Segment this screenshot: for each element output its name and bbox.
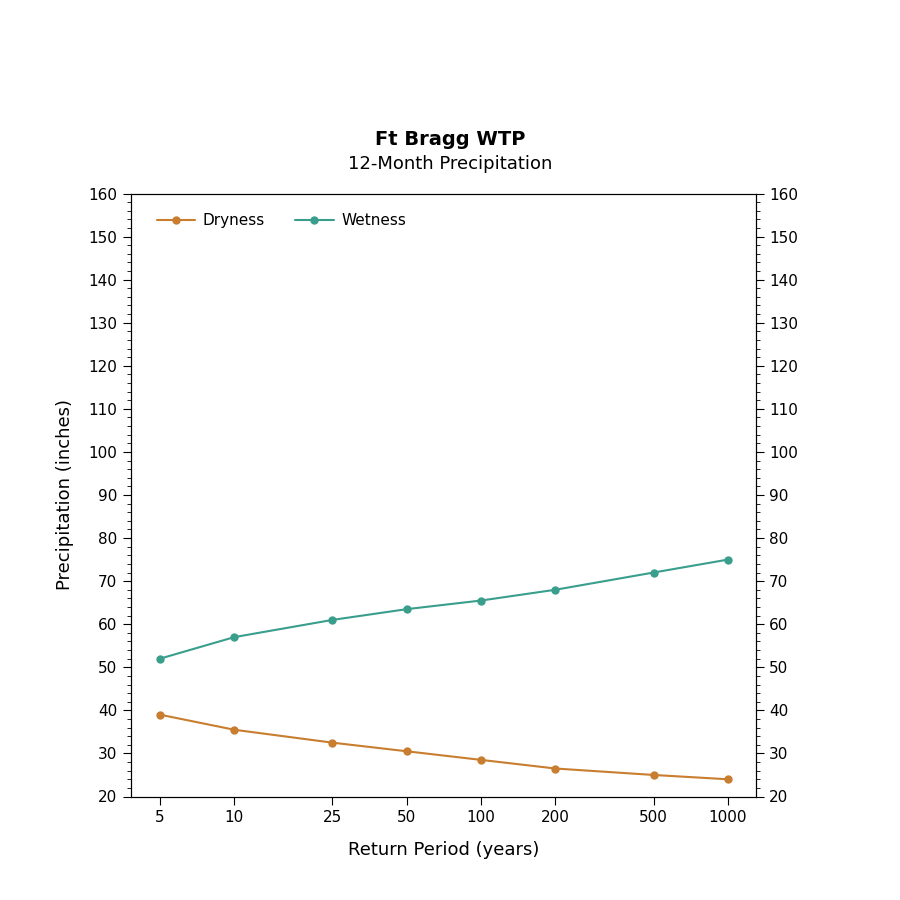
- Wetness: [155, 653, 166, 664]
- Wetness: [229, 632, 239, 643]
- Y-axis label: Precipitation (inches): Precipitation (inches): [57, 400, 75, 590]
- Dryness: [475, 754, 486, 765]
- Wetness: [648, 567, 659, 578]
- Text: 12-Month Precipitation: 12-Month Precipitation: [347, 155, 553, 173]
- Wetness: [475, 595, 486, 606]
- Dryness: [229, 724, 239, 735]
- Dryness: [155, 709, 166, 720]
- Dryness: [401, 746, 412, 757]
- Dryness: [550, 763, 561, 774]
- Dryness: [648, 770, 659, 780]
- Dryness: [723, 774, 734, 785]
- Line: Dryness: Dryness: [157, 711, 732, 783]
- Wetness: [550, 584, 561, 595]
- Wetness: [401, 604, 412, 615]
- X-axis label: Return Period (years): Return Period (years): [347, 842, 539, 859]
- Line: Wetness: Wetness: [157, 556, 732, 662]
- Wetness: [327, 615, 338, 626]
- Dryness: [327, 737, 338, 748]
- Legend: Dryness, Wetness: Dryness, Wetness: [150, 207, 412, 234]
- Text: Ft Bragg WTP: Ft Bragg WTP: [374, 130, 526, 149]
- Wetness: [723, 554, 734, 565]
